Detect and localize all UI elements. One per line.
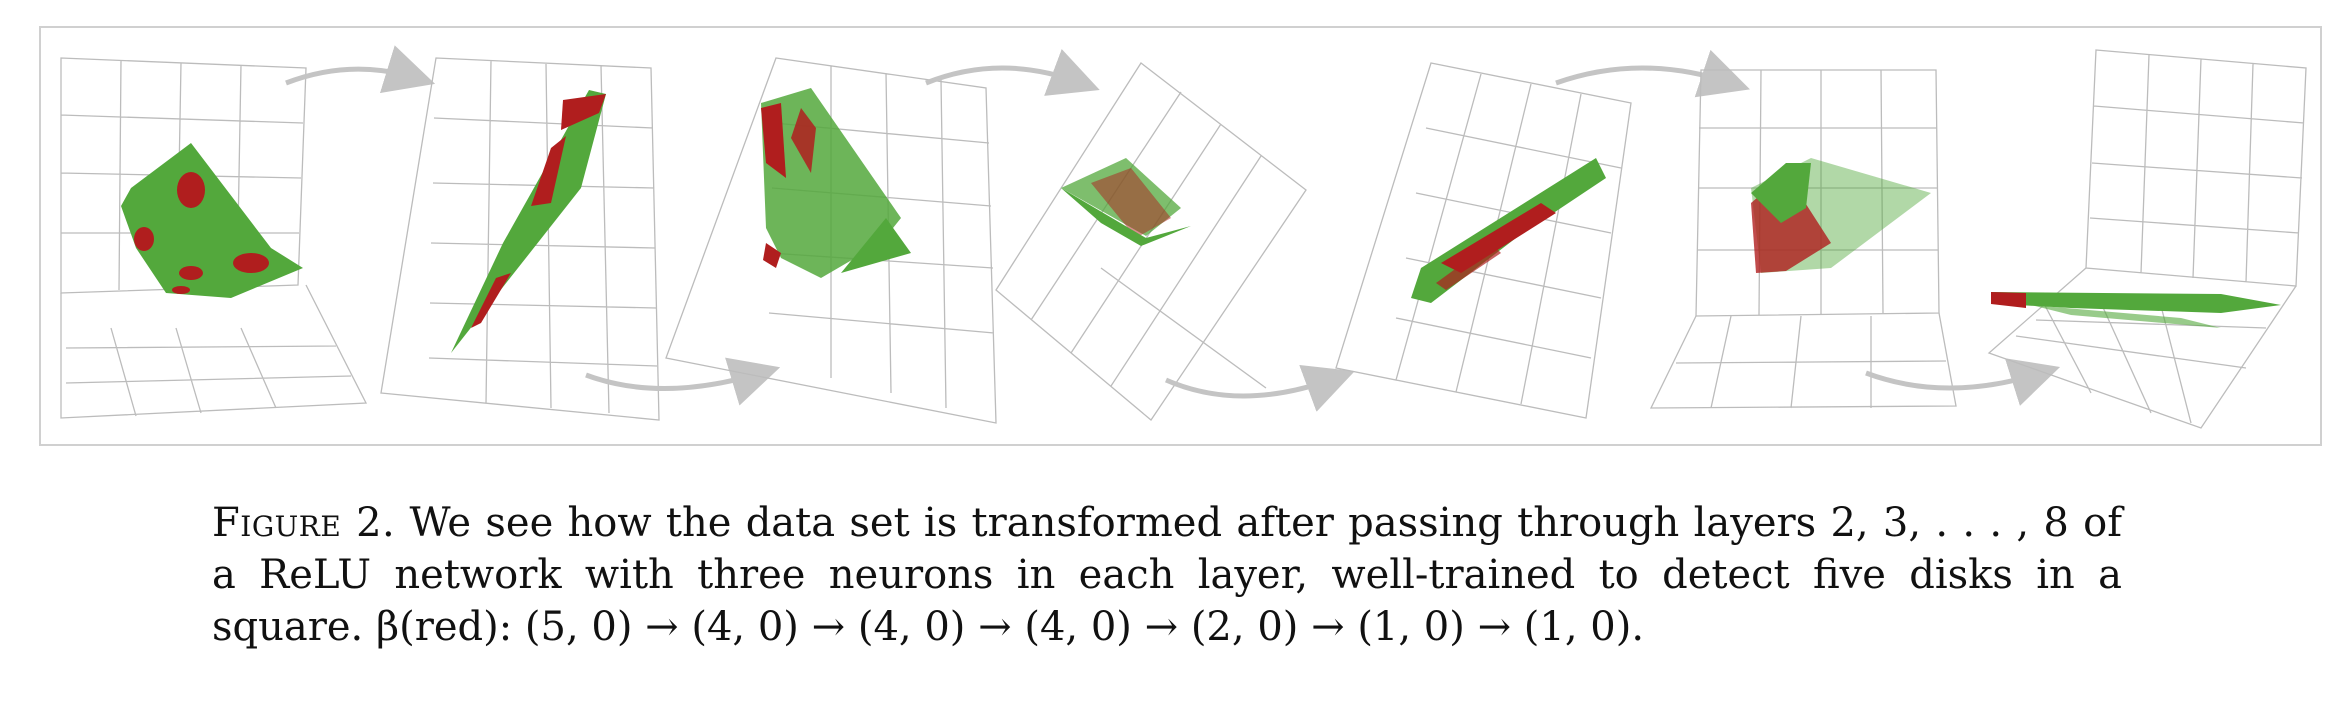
arrow-5 <box>1555 49 1750 98</box>
figure-caption: Figure 2. We see how the data set is tra… <box>212 497 2122 653</box>
arrow-4 <box>1164 364 1355 412</box>
panel-layer-8-data <box>1991 292 2281 328</box>
panel-layer-3-data <box>451 90 606 353</box>
caption-text: We see how the data set is transformed a… <box>212 500 2123 650</box>
panel-layer-7-data <box>1751 158 1931 273</box>
panel-layer-8 <box>1987 49 2307 429</box>
arrow-3 <box>925 49 1100 96</box>
figure-label: Figure 2. <box>212 500 396 546</box>
panel-layer-6-data <box>1411 158 1606 303</box>
figure-panel-strip <box>39 26 2322 446</box>
arrow-2 <box>585 357 781 406</box>
panel-layer-2-data <box>121 143 303 298</box>
arrow-1 <box>285 45 436 94</box>
arrow-6 <box>1865 358 2061 406</box>
panel-layer-5-data <box>1061 158 1191 246</box>
panel-layer-4-data <box>761 88 911 278</box>
